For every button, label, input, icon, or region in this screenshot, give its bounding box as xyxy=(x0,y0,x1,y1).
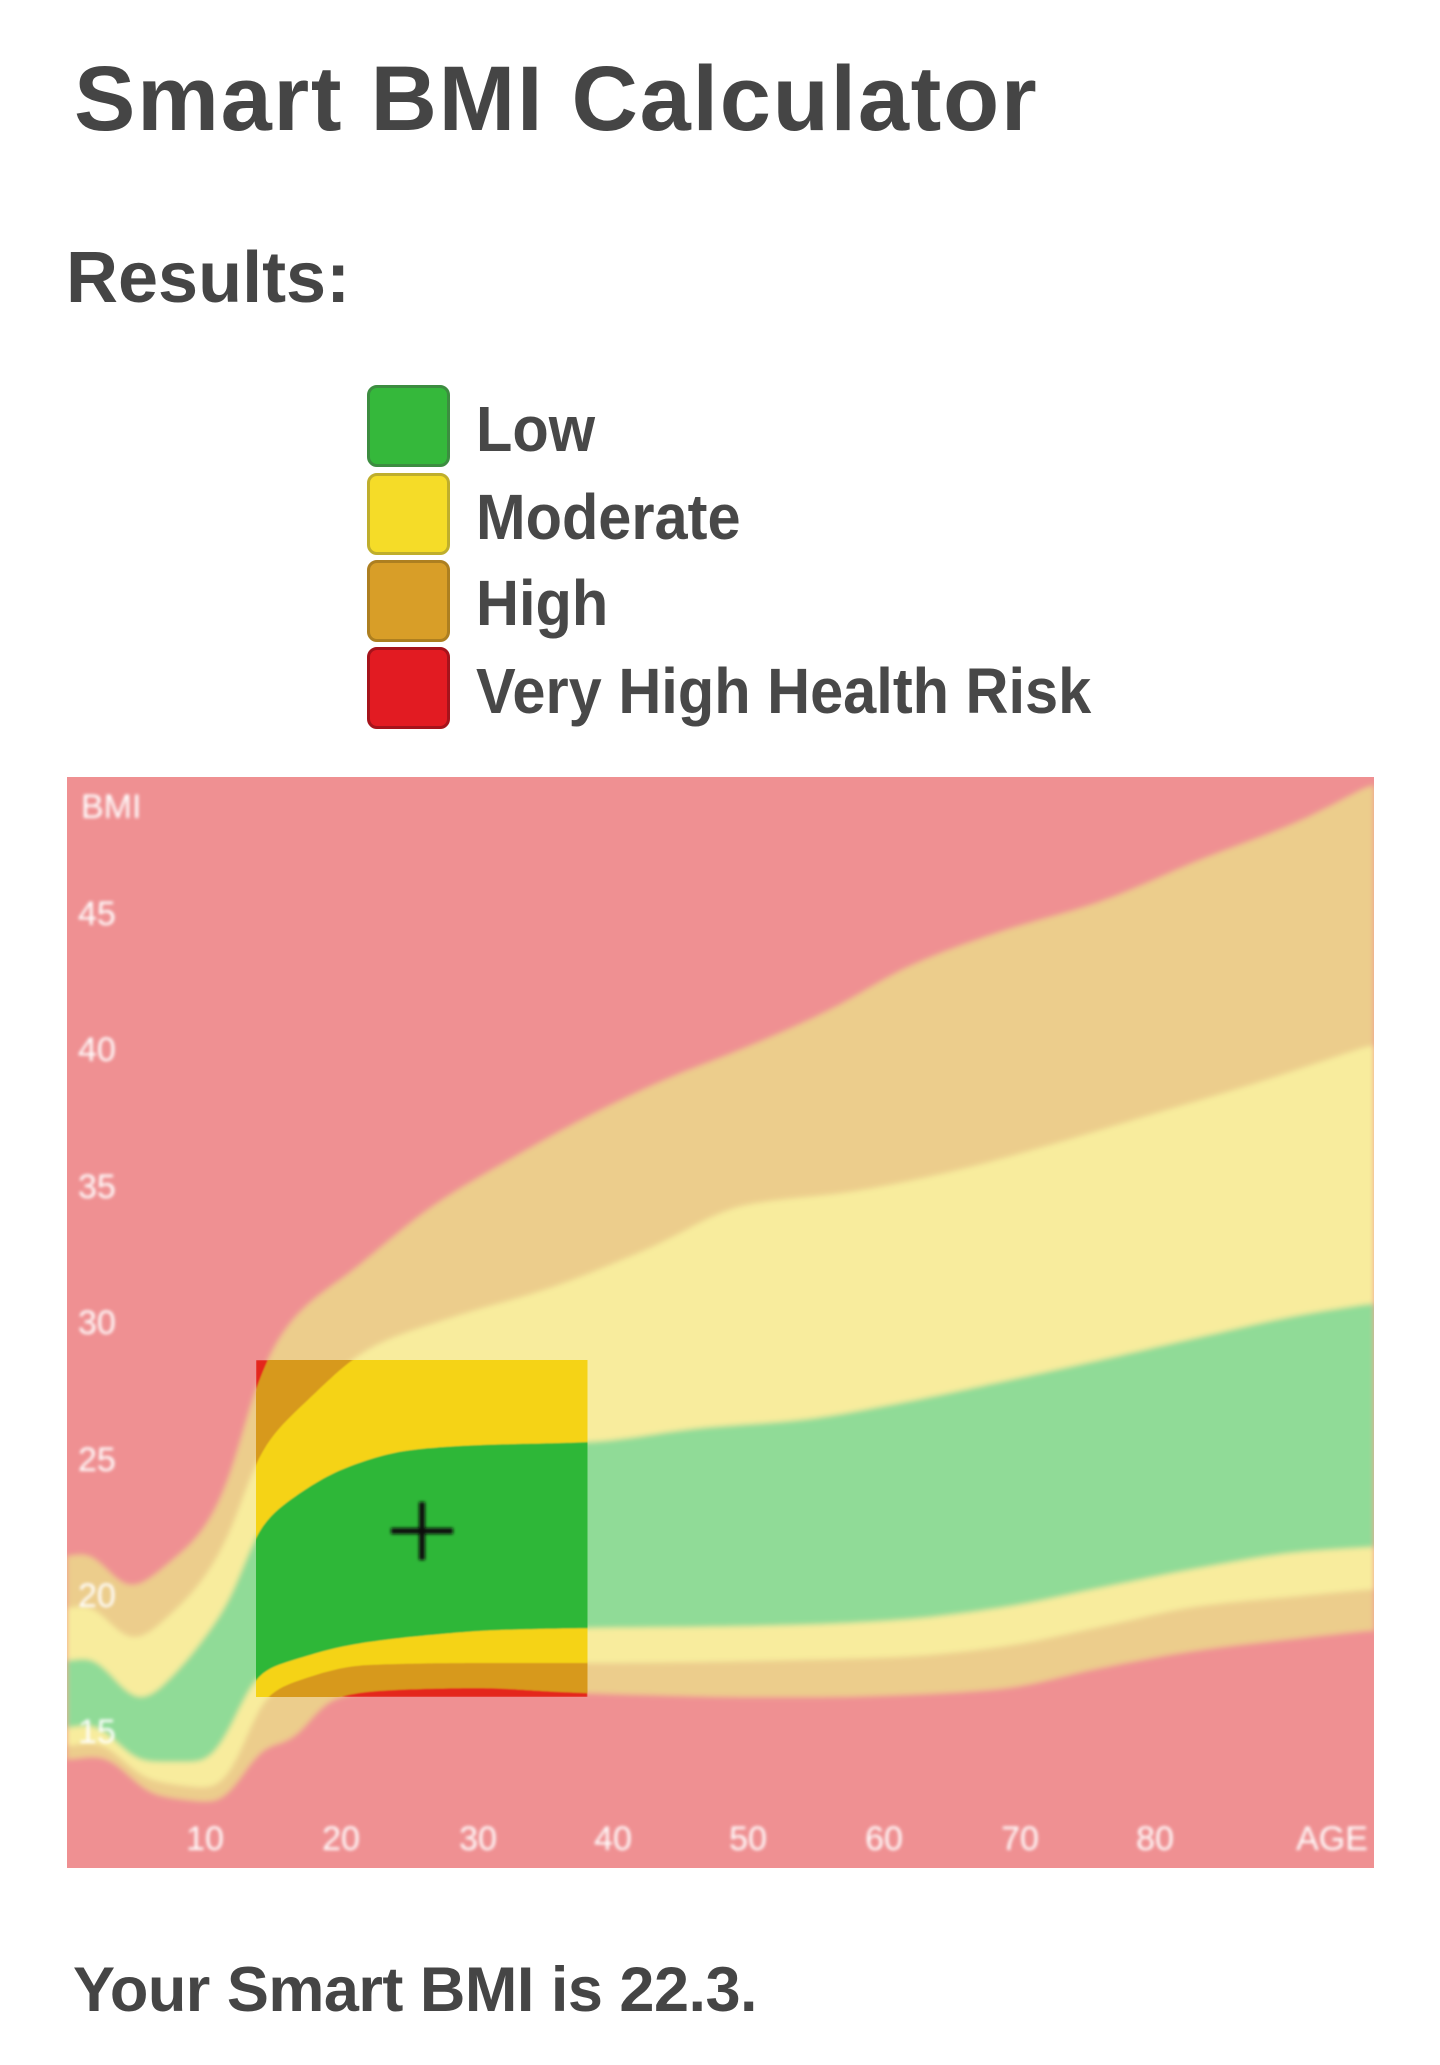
svg-text:40: 40 xyxy=(594,1820,632,1858)
svg-text:50: 50 xyxy=(729,1820,767,1858)
svg-text:80: 80 xyxy=(1136,1820,1174,1858)
svg-text:30: 30 xyxy=(459,1820,497,1858)
svg-text:45: 45 xyxy=(78,895,116,933)
svg-text:10: 10 xyxy=(186,1820,224,1858)
svg-text:60: 60 xyxy=(865,1820,903,1858)
svg-text:40: 40 xyxy=(78,1031,116,1069)
svg-text:20: 20 xyxy=(322,1820,360,1858)
svg-text:BMI: BMI xyxy=(81,788,141,826)
svg-text:25: 25 xyxy=(78,1441,116,1479)
svg-text:20: 20 xyxy=(78,1577,116,1615)
svg-text:35: 35 xyxy=(78,1168,116,1206)
svg-text:AGE: AGE xyxy=(1296,1820,1368,1858)
svg-text:15: 15 xyxy=(78,1713,116,1751)
svg-text:70: 70 xyxy=(1001,1820,1039,1858)
svg-text:30: 30 xyxy=(78,1304,116,1342)
